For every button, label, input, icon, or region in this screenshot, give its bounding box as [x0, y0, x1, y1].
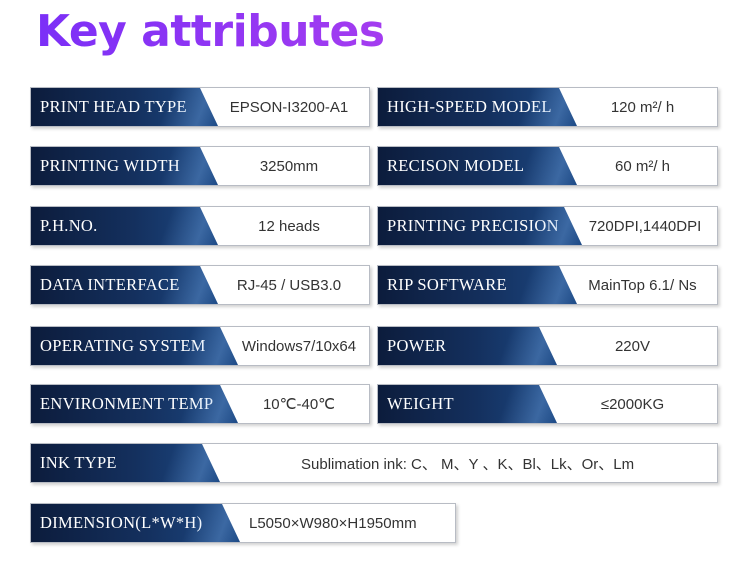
attr-label: DIMENSION(L*W*H) — [31, 504, 240, 542]
page-title: Key attributes — [36, 6, 385, 57]
attr-label: POWER — [378, 327, 557, 365]
attr-value: 60 m²/ h — [614, 157, 671, 175]
attr-label: INK TYPE — [31, 444, 220, 482]
attr-value: 220V — [614, 337, 651, 355]
attr-value: EPSON-I3200-A1 — [229, 98, 349, 116]
attr-value: RJ-45 / USB3.0 — [236, 276, 342, 294]
attr-row-printing-precision: PRINTING PRECISION 720DPI,1440DPI — [377, 206, 718, 246]
attr-label: OPERATING SYSTEM — [31, 327, 238, 365]
attr-label: PRINT HEAD TYPE — [31, 88, 218, 126]
attr-label: ENVIRONMENT TEMP — [31, 385, 238, 423]
attr-label: RECISON MODEL — [378, 147, 577, 185]
attr-row-print-head-type: PRINT HEAD TYPE EPSON-I3200-A1 — [30, 87, 370, 127]
attr-value: 12 heads — [258, 217, 320, 235]
attr-label: P.H.NO. — [31, 207, 218, 245]
attr-row-data-interface: DATA INTERFACE RJ-45 / USB3.0 — [30, 265, 370, 305]
attr-value: 3250mm — [259, 157, 319, 175]
attr-value: 10℃-40℃ — [262, 396, 336, 413]
attr-label: PRINTING WIDTH — [31, 147, 218, 185]
attr-value: 120 m²/ h — [610, 98, 675, 116]
attr-row-power: POWER 220V — [377, 326, 718, 366]
attr-value: Sublimation ink: C、 M、Y 、K、Bl、Lk、Or、Lm — [301, 455, 635, 473]
attr-value: 720DPI,1440DPI — [588, 217, 702, 235]
attr-label: PRINTING PRECISION — [378, 207, 582, 245]
attr-row-rip-software: RIP SOFTWARE MainTop 6.1/ Ns — [377, 265, 718, 305]
attr-row-ink-type: INK TYPE Sublimation ink: C、 M、Y 、K、Bl、L… — [30, 443, 718, 483]
attr-row-high-speed-model: HIGH-SPEED MODEL 120 m²/ h — [377, 87, 718, 127]
attr-row-weight: WEIGHT ≤2000KG — [377, 384, 718, 424]
attr-value: MainTop 6.1/ Ns — [588, 276, 697, 294]
attr-label: DATA INTERFACE — [31, 266, 218, 304]
attr-row-environment-temp: ENVIRONMENT TEMP 10℃-40℃ — [30, 384, 370, 424]
attr-value: L5050×W980×H1950mm — [249, 514, 417, 532]
attr-value: Windows7/10x64 — [241, 337, 357, 355]
attr-row-dimension: DIMENSION(L*W*H) L5050×W980×H1950mm — [30, 503, 456, 543]
attr-value: ≤2000KG — [600, 395, 665, 413]
attr-label: HIGH-SPEED MODEL — [378, 88, 577, 126]
attr-row-operating-system: OPERATING SYSTEM Windows7/10x64 — [30, 326, 370, 366]
attr-label: RIP SOFTWARE — [378, 266, 577, 304]
attr-row-ph-no: P.H.NO. 12 heads — [30, 206, 370, 246]
attr-row-recison-model: RECISON MODEL 60 m²/ h — [377, 146, 718, 186]
attr-row-printing-width: PRINTING WIDTH 3250mm — [30, 146, 370, 186]
attr-label: WEIGHT — [378, 385, 557, 423]
